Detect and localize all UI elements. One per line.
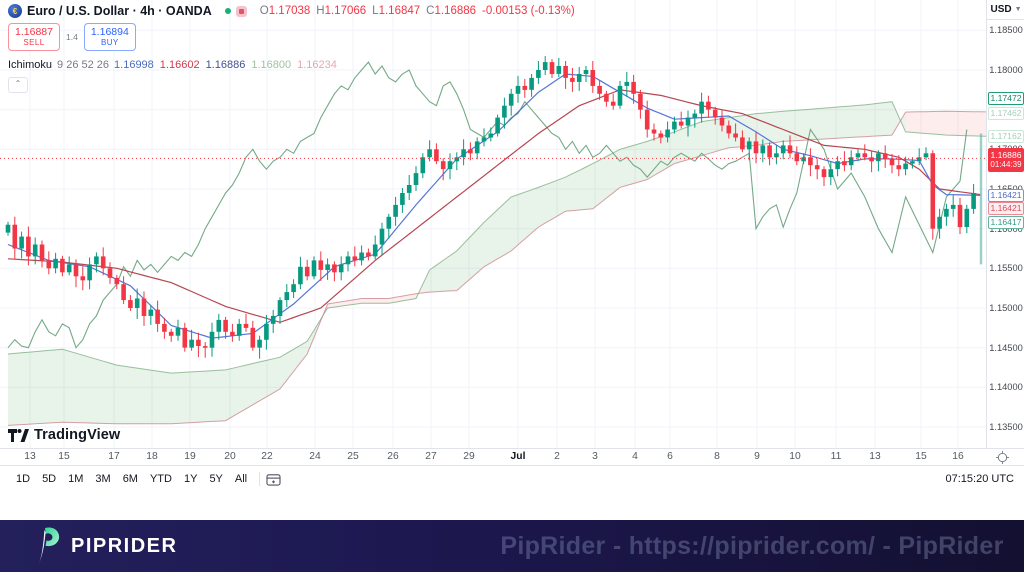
time-axis-label: 17 [108,451,120,462]
spread-value: 1.4 [66,32,78,42]
indicator-value: 1.16998 [114,59,154,71]
time-axis-label: 8 [714,451,720,462]
range-button-5y[interactable]: 5Y [209,473,223,485]
indicator-name[interactable]: Ichimoku [8,59,53,71]
footer-note: PipRider - https://piprider.com/ - PipRi… [500,532,1004,560]
time-axis-label: 16 [952,451,964,462]
price-tick: 1.16000 [989,223,1023,234]
price-tick: 1.15500 [989,263,1023,274]
range-button-3m[interactable]: 3M [95,473,111,485]
chevron-up-icon[interactable]: ⌃ [8,77,28,93]
time-axis-label: Jul [510,451,526,462]
time-axis-label: 24 [309,451,321,462]
ohlc-item: C1.16886 [426,5,477,17]
tradingview-label: TradingView [34,427,121,443]
time-axis-label: 19 [184,451,196,462]
indicator-value: 1.16234 [297,59,337,71]
chart-widget: € Euro / U.S. Dollar · 4h · OANDA O1.170… [0,0,1024,492]
time-axis-label: 9 [754,451,760,462]
time-axis-label: 15 [58,451,70,462]
range-button-1m[interactable]: 1M [68,473,84,485]
toolbar-divider [259,472,261,486]
time-axis-label: 3 [592,451,598,462]
chart-canvas[interactable] [0,0,986,448]
indicator-value: 1.16886 [205,59,246,71]
market-status-icon[interactable] [224,8,231,14]
current-price-label: 1.16886 01:44:39 [988,148,1024,173]
time-axis-label: 15 [915,451,927,462]
indicator-price-label: 1.16421 [988,202,1024,216]
price-tick: 1.14000 [989,382,1023,393]
sell-label: SELL [23,38,45,47]
time-axis-label: 13 [24,451,36,462]
range-button-1d[interactable]: 1D [16,473,31,485]
piprider-brand: PIPRIDER [36,527,177,565]
ohlc-values: O1.17038 H1.17066 L1.16847 C1.16886 -0.00153… [260,5,575,17]
change-value: -0.00153 (-0.13%) [482,5,575,17]
piprider-brand-text: PIPRIDER [71,534,178,557]
ohlc-item: O1.17038 [259,5,311,17]
buy-label: BUY [101,38,119,47]
time-axis[interactable]: 13 15 17 18 19 20 22 24 25 26 27 29 Jul 2 3 4 6 8 9 10 11 13 1… [0,448,1024,466]
price-tick: 1.18000 [989,65,1023,75]
piprider-logo-icon [38,527,60,565]
range-button-ytd[interactable]: YTD [149,473,172,485]
tradingview-logo-icon [8,428,29,442]
sell-button[interactable]: 1.16887 SELL [8,23,60,51]
timezone-button[interactable]: 07:15:20 UTC [945,473,1014,485]
indicator-params: 9 26 52 26 [57,59,110,71]
time-axis-label: 18 [146,451,158,462]
indicator-value: 1.16602 [159,59,200,71]
indicator-price-label: 1.17462 [988,106,1024,120]
indicator-values: 1.16998 1.16602 1.16886 1.16800 1.16234 [114,59,337,71]
chart-legend: € Euro / U.S. Dollar · 4h · OANDA O1.170… [8,4,575,93]
currency-label: USD [990,4,1012,15]
indicator-price-label: 1.16421 [988,189,1024,203]
time-axis-label: 27 [425,451,437,462]
range-button-5d[interactable]: 5D [42,473,57,485]
ohlc-item: L1.16847 [372,5,421,17]
bottom-toolbar: 1D 5D 1M 3M 6M YTD 1Y 5Y All 07:15:20 UTC [0,465,1024,492]
range-button-1y[interactable]: 1Y [183,473,198,485]
crosshair-icon[interactable] [996,451,1009,464]
time-axis-label: 25 [347,451,359,462]
chevron-down-icon: ▼ [1014,6,1022,13]
time-axis-label: 26 [387,451,399,462]
time-axis-label: 13 [869,451,881,462]
price-axis[interactable]: USD ▼ 1.185001.180001.170001.165001.1600… [986,0,1024,448]
buy-button[interactable]: 1.16894 BUY [83,23,136,51]
indicator-price-label: 1.17472 [988,91,1024,105]
time-axis-label: 20 [224,451,236,462]
market-indicator-icon[interactable] [235,5,247,17]
time-axis-label: 10 [789,451,801,462]
price-tick: 1.18500 [989,25,1023,36]
ohlc-item: H1.17066 [316,5,367,17]
time-axis-label: 4 [632,451,638,462]
time-axis-label: 22 [261,451,273,462]
indicator-price-label: 1.17162 [988,130,1024,144]
symbol-title[interactable]: Euro / U.S. Dollar · 4h · OANDA [27,4,212,18]
price-tick: 1.16500 [987,184,1024,194]
currency-toggle[interactable]: USD ▼ [987,0,1024,20]
buy-price: 1.16894 [90,26,129,38]
range-button-all[interactable]: All [234,473,248,485]
symbol-icon: € [8,4,22,18]
go-to-date-icon[interactable] [266,473,281,486]
time-axis-label: 29 [463,451,475,462]
time-axis-label: 11 [830,451,842,462]
time-axis-label: 2 [554,451,560,462]
time-axis-label: 6 [667,451,673,462]
tradingview-attribution[interactable]: TradingView [8,427,120,443]
price-tick: 1.15000 [989,303,1023,313]
price-tick: 1.13500 [989,422,1023,432]
footer-banner: PIPRIDER PipRider - https://piprider.com… [0,520,1024,572]
sell-price: 1.16887 [15,26,53,38]
candlestick-chart[interactable] [0,0,986,448]
indicator-value: 1.16800 [251,59,292,71]
price-tick: 1.14500 [989,342,1023,353]
indicator-price-label: 1.16417 [988,215,1024,229]
range-button-6m[interactable]: 6M [122,473,138,485]
